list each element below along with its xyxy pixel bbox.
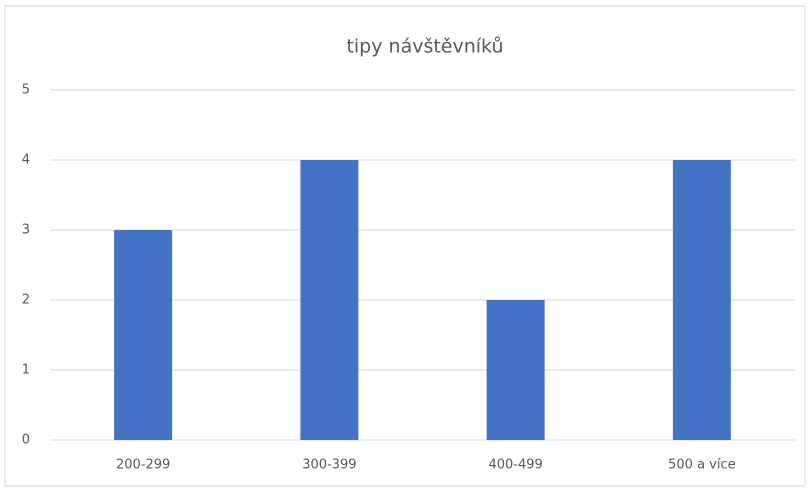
y-tick-label: 4: [22, 153, 30, 168]
y-tick-label: 1: [22, 363, 30, 378]
y-tick-label: 0: [22, 433, 30, 448]
chart-title: tipy návštěvníků: [346, 36, 503, 58]
y-tick-label: 5: [22, 83, 30, 98]
y-tick-label: 3: [22, 223, 30, 238]
bar: [300, 160, 359, 440]
bar: [672, 160, 731, 440]
x-tick-label: 200-299: [116, 458, 170, 473]
y-tick-label: 2: [22, 293, 30, 308]
x-tick-label: 300-399: [302, 458, 356, 473]
x-tick-label: 500 a více: [668, 458, 736, 473]
bar: [486, 300, 545, 440]
x-tick-label: 400-499: [488, 458, 542, 473]
bar: [114, 230, 173, 440]
